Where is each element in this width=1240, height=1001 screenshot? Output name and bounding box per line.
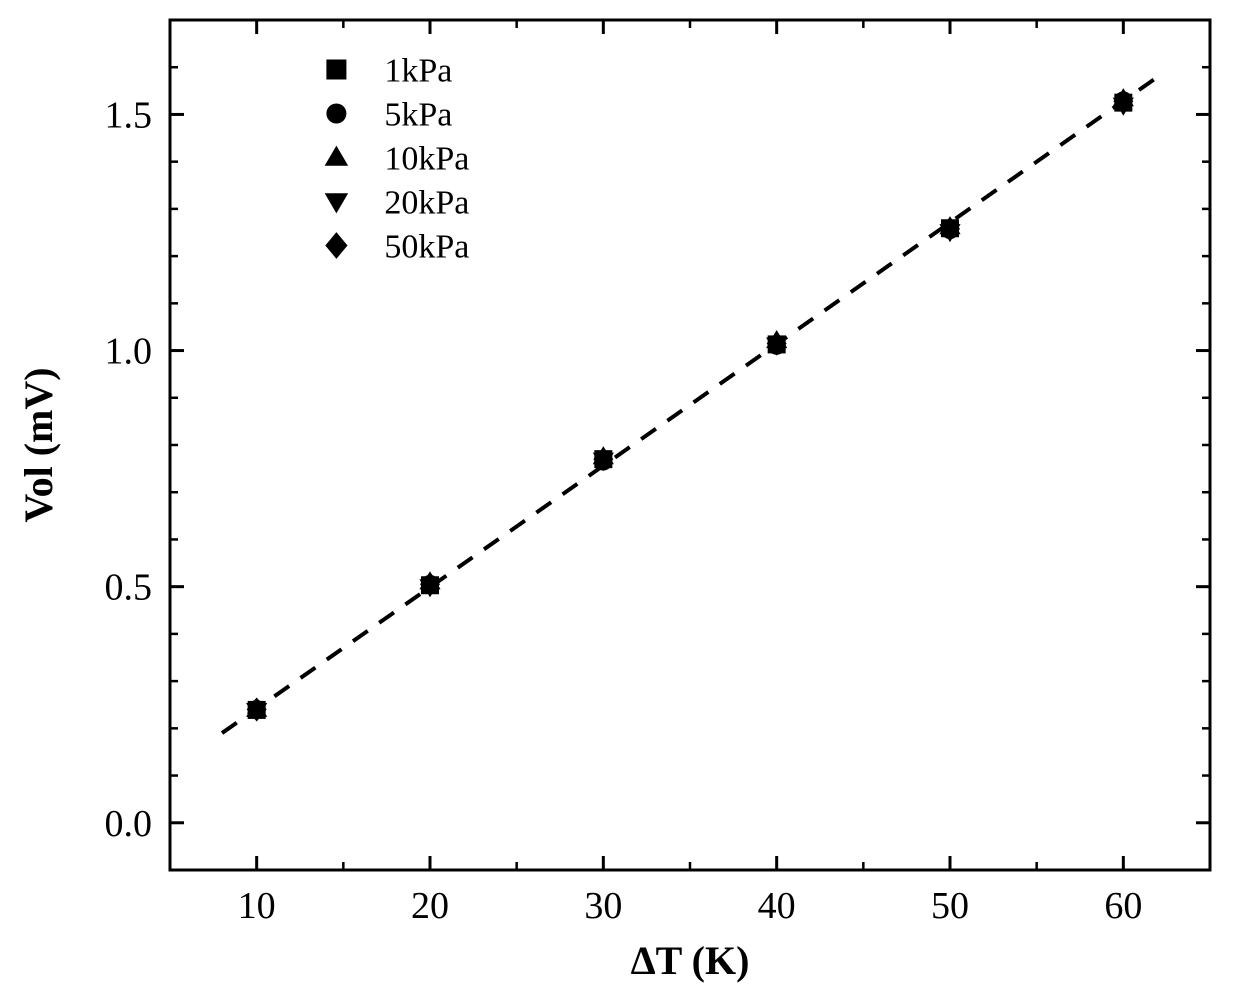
x-tick-label: 20	[411, 885, 449, 927]
legend-label: 5kPa	[384, 96, 452, 133]
x-tick-label: 50	[931, 885, 969, 927]
legend-label: 20kPa	[384, 184, 469, 221]
marker-circle	[326, 104, 346, 124]
legend-label: 50kPa	[384, 228, 469, 265]
chart-bg	[0, 0, 1240, 1001]
x-tick-label: 30	[584, 885, 622, 927]
legend-label: 1kPa	[384, 52, 452, 89]
x-tick-label: 60	[1104, 885, 1142, 927]
x-axis-title: ΔT (K)	[631, 938, 750, 983]
y-tick-label: 1.0	[105, 331, 153, 373]
scatter-chart: 10 20 30 40 50 60 0.0 0.5 1.0 1.5 ΔT (K) Vol (mV) 1k…	[0, 0, 1240, 1001]
marker-square	[326, 60, 346, 80]
x-tick-label: 40	[758, 885, 796, 927]
y-axis-title: Vol (mV)	[16, 367, 61, 522]
y-tick-label: 1.5	[105, 94, 153, 136]
x-tick-label: 10	[238, 885, 276, 927]
y-tick-label: 0.0	[105, 803, 153, 845]
y-tick-label: 0.5	[105, 567, 153, 609]
legend-label: 10kPa	[384, 140, 469, 177]
